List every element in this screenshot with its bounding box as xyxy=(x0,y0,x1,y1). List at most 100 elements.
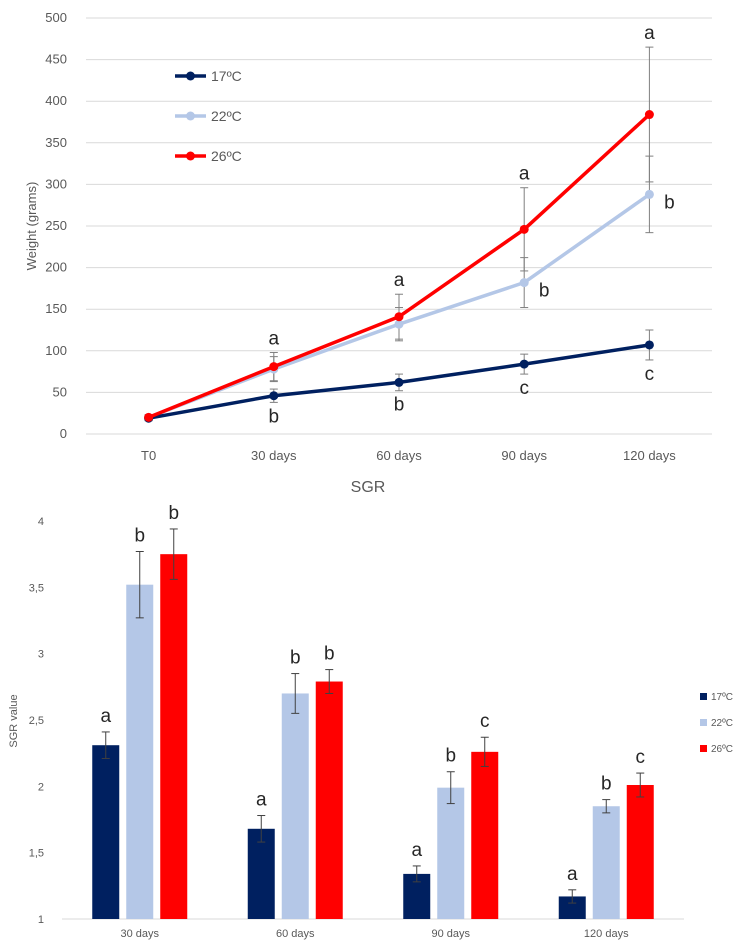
x-tick-label: 120 days xyxy=(584,928,629,940)
weight-chart-x-ticks: T0 30 days 60 days 90 days 120 days xyxy=(141,448,676,463)
bar xyxy=(315,681,343,919)
significance-letter: b xyxy=(445,746,456,767)
weight-chart-series: b b b b c c a a a a xyxy=(144,23,675,427)
significance-letter: a xyxy=(644,23,655,44)
y-tick-label: 3 xyxy=(38,649,44,661)
data-point xyxy=(644,340,654,350)
x-tick-label: 120 days xyxy=(623,448,676,463)
data-point xyxy=(269,362,279,372)
significance-letter: b xyxy=(168,503,179,524)
legend-label: 17ºC xyxy=(711,692,733,703)
y-tick-label: 100 xyxy=(45,343,67,358)
error-bars-26ºC xyxy=(144,46,654,421)
significance-letter: c xyxy=(645,364,655,385)
legend-marker xyxy=(186,111,195,121)
significance-letter: b xyxy=(601,774,612,795)
y-tick-label: 1 xyxy=(38,914,44,926)
weight-chart-legend: 17ºC 22ºC 26ºC xyxy=(175,68,242,164)
bar xyxy=(160,554,188,919)
sgr-chart-y-ticks: 1 1,5 2 2,5 3 3,5 4 xyxy=(29,516,44,926)
x-tick-label: 60 days xyxy=(376,448,422,463)
y-tick-label: 450 xyxy=(45,52,67,67)
x-tick-label: 90 days xyxy=(431,928,470,940)
y-tick-label: 150 xyxy=(45,301,67,316)
bar xyxy=(247,828,275,919)
bar-series-17ºC: a a a a xyxy=(92,706,586,919)
significance-letter: b xyxy=(269,406,280,427)
data-point xyxy=(394,312,404,322)
y-tick-label: 200 xyxy=(45,260,67,275)
legend-swatch xyxy=(700,745,707,752)
y-tick-label: 250 xyxy=(45,218,67,233)
weight-chart-gridlines xyxy=(86,17,712,435)
data-point xyxy=(144,412,154,422)
significance-letter: a xyxy=(411,840,422,861)
bar xyxy=(471,751,499,919)
y-tick-label: 3,5 xyxy=(29,582,44,594)
sgr-chart-bars: a a a a b b b b b b c c xyxy=(92,503,654,919)
significance-letter: c xyxy=(636,747,646,768)
significance-letter: b xyxy=(394,395,405,416)
data-point xyxy=(269,391,279,401)
y-tick-label: 50 xyxy=(53,384,67,399)
series-17ºC: b b c c xyxy=(144,340,654,427)
y-tick-label: 400 xyxy=(45,93,67,108)
legend-swatch xyxy=(700,693,707,700)
x-tick-label: 60 days xyxy=(276,928,315,940)
y-tick-label: 2 xyxy=(38,781,44,793)
bar xyxy=(626,785,654,919)
significance-letter: a xyxy=(567,864,578,885)
bar-series-22ºC: b b b b xyxy=(126,526,620,919)
y-tick-label: 350 xyxy=(45,135,67,150)
legend-label: 17ºC xyxy=(211,68,242,84)
legend-label: 26ºC xyxy=(211,148,242,164)
y-tick-label: 2,5 xyxy=(29,715,44,727)
data-point xyxy=(394,377,404,387)
bar xyxy=(126,584,154,919)
weight-line-chart: 0 50 100 150 200 250 300 350 400 450 500 T0 30 days… xyxy=(24,10,712,463)
significance-letter: b xyxy=(290,648,301,669)
legend-label: 26ºC xyxy=(711,744,733,755)
x-tick-label: 30 days xyxy=(251,448,297,463)
data-point xyxy=(394,319,404,329)
legend-label: 22ºC xyxy=(211,108,242,124)
significance-letter: b xyxy=(324,644,335,665)
significance-letter: b xyxy=(134,526,145,547)
legend-marker xyxy=(186,151,195,161)
sgr-chart-legend: 17ºC 22ºC 26ºC xyxy=(700,692,733,755)
bar xyxy=(92,745,120,919)
weight-chart-y-axis-title: Weight (grams) xyxy=(24,182,39,271)
x-tick-label: T0 xyxy=(141,448,156,463)
significance-letter: a xyxy=(519,164,530,185)
significance-letter: a xyxy=(100,706,111,727)
sgr-chart-x-ticks: 30 days 60 days 90 days 120 days xyxy=(120,928,629,940)
significance-letter: b xyxy=(664,192,675,213)
y-tick-label: 1,5 xyxy=(29,848,44,860)
data-point xyxy=(519,224,529,234)
bar xyxy=(558,896,586,919)
significance-letter: c xyxy=(480,711,490,732)
sgr-bar-chart: SGR SGR value 1 1,5 2 2,5 3 3,5 4 a a a a b b b b b b c c… xyxy=(8,479,733,940)
legend-marker xyxy=(186,71,195,81)
bar xyxy=(592,806,620,919)
bar xyxy=(281,693,309,919)
bar-series-26ºC: b b c c xyxy=(160,503,654,919)
series-26ºC: a a a a xyxy=(144,23,655,422)
sgr-chart-y-axis-title: SGR value xyxy=(8,694,20,747)
significance-letter: b xyxy=(539,281,550,302)
y-tick-label: 300 xyxy=(45,176,67,191)
legend-swatch xyxy=(700,719,707,726)
data-point xyxy=(644,189,654,199)
data-point xyxy=(644,110,654,120)
data-point xyxy=(519,278,529,288)
x-tick-label: 30 days xyxy=(120,928,159,940)
y-tick-label: 0 xyxy=(60,426,67,441)
significance-letter: a xyxy=(394,270,405,291)
x-tick-label: 90 days xyxy=(501,448,547,463)
y-tick-label: 4 xyxy=(38,516,44,528)
significance-letter: a xyxy=(269,328,280,349)
significance-letter: c xyxy=(519,378,529,399)
y-tick-label: 500 xyxy=(45,10,67,25)
weight-chart-y-ticks: 0 50 100 150 200 250 300 350 400 450 500 xyxy=(45,10,67,441)
data-point xyxy=(519,359,529,369)
